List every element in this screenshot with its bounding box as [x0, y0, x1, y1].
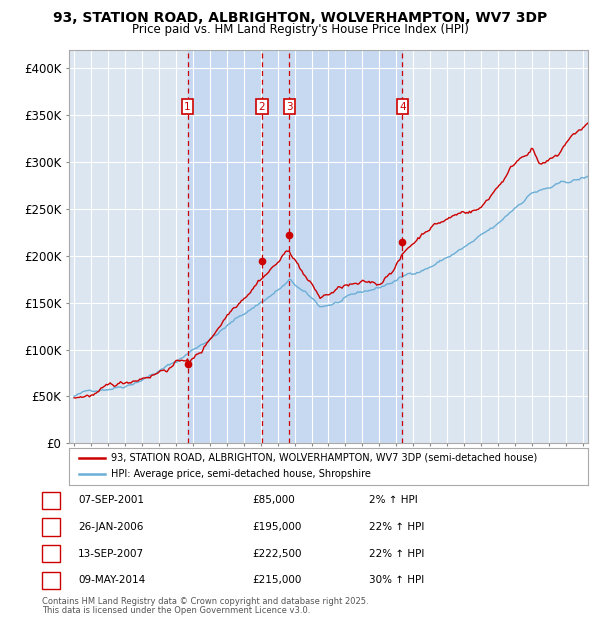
- Text: HPI: Average price, semi-detached house, Shropshire: HPI: Average price, semi-detached house,…: [110, 469, 370, 479]
- Text: 2: 2: [47, 522, 55, 532]
- Text: Contains HM Land Registry data © Crown copyright and database right 2025.: Contains HM Land Registry data © Crown c…: [42, 597, 368, 606]
- Text: £222,500: £222,500: [252, 549, 302, 559]
- Text: Price paid vs. HM Land Registry's House Price Index (HPI): Price paid vs. HM Land Registry's House …: [131, 23, 469, 36]
- Bar: [188, 50, 403, 443]
- Text: 1: 1: [184, 102, 191, 112]
- Text: 3: 3: [286, 102, 293, 112]
- Text: £195,000: £195,000: [252, 522, 301, 532]
- Text: 4: 4: [47, 575, 55, 585]
- Text: 26-JAN-2006: 26-JAN-2006: [78, 522, 143, 532]
- Text: 22% ↑ HPI: 22% ↑ HPI: [369, 522, 424, 532]
- Text: 4: 4: [399, 102, 406, 112]
- Text: 3: 3: [47, 549, 55, 559]
- Text: 93, STATION ROAD, ALBRIGHTON, WOLVERHAMPTON, WV7 3DP (semi-detached house): 93, STATION ROAD, ALBRIGHTON, WOLVERHAMP…: [110, 453, 537, 463]
- Text: 09-MAY-2014: 09-MAY-2014: [78, 575, 145, 585]
- Text: £85,000: £85,000: [252, 495, 295, 505]
- Text: 22% ↑ HPI: 22% ↑ HPI: [369, 549, 424, 559]
- Text: 2: 2: [259, 102, 265, 112]
- Text: 2% ↑ HPI: 2% ↑ HPI: [369, 495, 418, 505]
- Text: 30% ↑ HPI: 30% ↑ HPI: [369, 575, 424, 585]
- Text: £215,000: £215,000: [252, 575, 301, 585]
- Text: This data is licensed under the Open Government Licence v3.0.: This data is licensed under the Open Gov…: [42, 606, 310, 615]
- Text: 93, STATION ROAD, ALBRIGHTON, WOLVERHAMPTON, WV7 3DP: 93, STATION ROAD, ALBRIGHTON, WOLVERHAMP…: [53, 11, 547, 25]
- Text: 1: 1: [47, 495, 55, 505]
- Text: 13-SEP-2007: 13-SEP-2007: [78, 549, 144, 559]
- Text: 07-SEP-2001: 07-SEP-2001: [78, 495, 144, 505]
